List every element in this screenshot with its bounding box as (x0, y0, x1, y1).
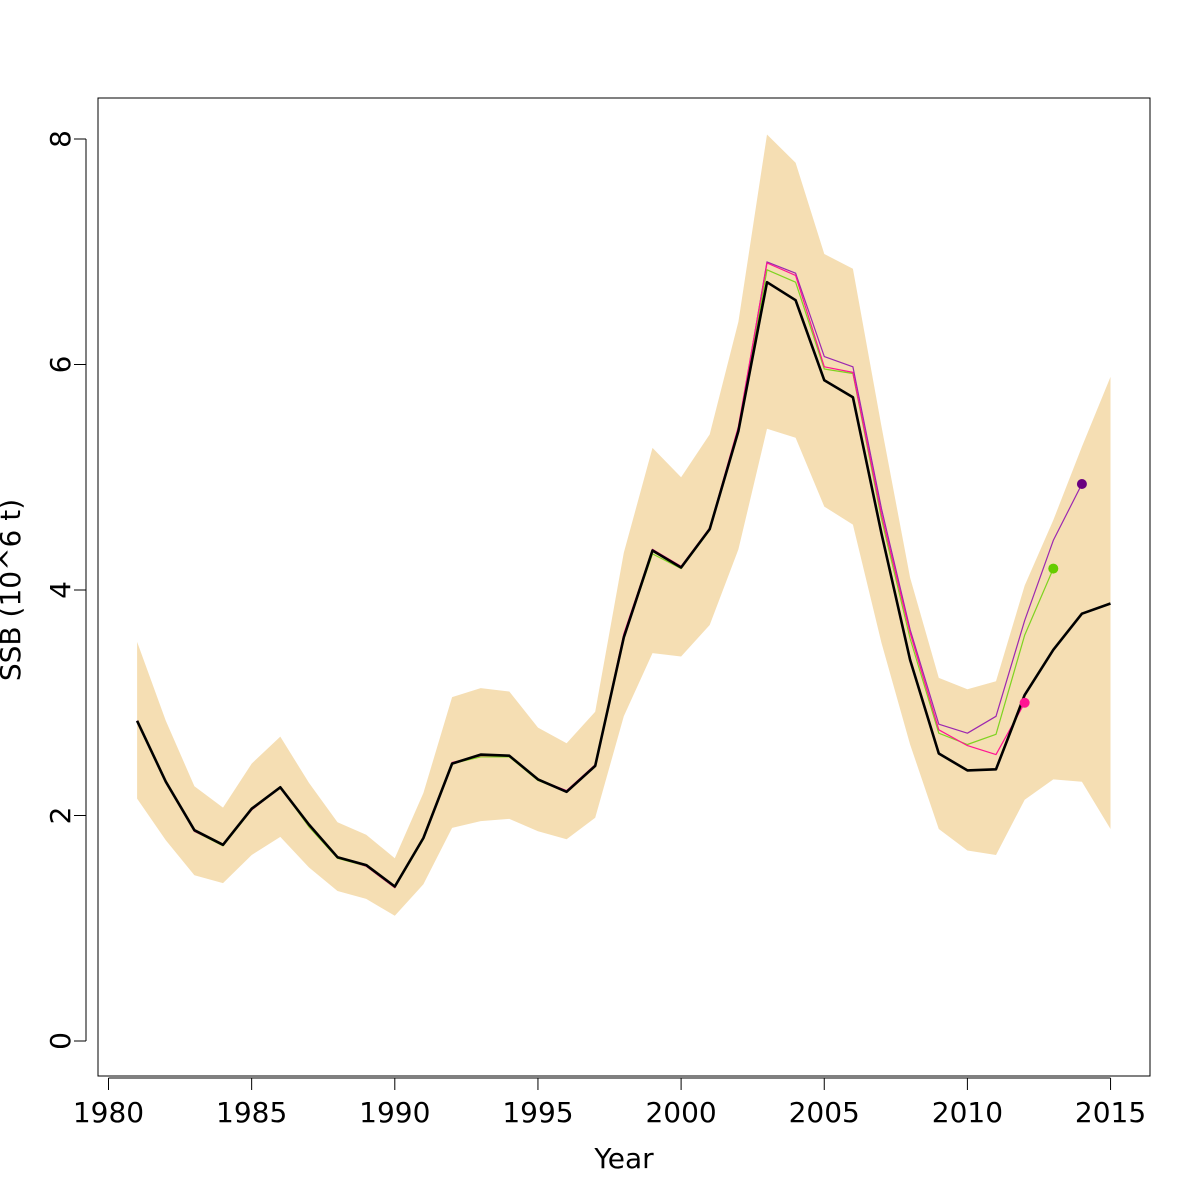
y-tick-label: 8 (44, 130, 77, 148)
y-axis: 0 2 4 6 8 (44, 130, 87, 1050)
x-tick-label: 1995 (502, 1096, 573, 1129)
x-tick-label: 2000 (645, 1096, 716, 1129)
series-line-4 (135, 280, 1111, 888)
series-end-point-3 (1019, 697, 1030, 708)
y-tick-label: 4 (44, 581, 77, 599)
x-tick-label: 1980 (73, 1096, 144, 1129)
confidence-band-layer (137, 134, 1111, 916)
y-tick-label: 2 (44, 807, 77, 825)
y-tick-label: 6 (44, 356, 77, 374)
end-points-layer (1019, 479, 1087, 708)
series-lines-layer (135, 261, 1111, 889)
x-tick-label: 2005 (789, 1096, 860, 1129)
x-tick-label: 1990 (359, 1096, 430, 1129)
y-axis-title: SSB (10^6 t) (0, 499, 27, 681)
x-axis-title: Year (593, 1142, 654, 1175)
series-end-point-2 (1048, 563, 1059, 574)
x-tick-label: 1985 (216, 1096, 287, 1129)
x-tick-label: 2015 (1075, 1096, 1146, 1129)
y-tick-label: 0 (44, 1032, 77, 1050)
x-axis: 1980 1985 1990 1995 2000 2005 2010 2015 (73, 1077, 1146, 1129)
series-end-point-1 (1076, 479, 1087, 490)
plot-frame (97, 97, 1151, 1077)
confidence-band (137, 134, 1111, 916)
x-tick-label: 2010 (932, 1096, 1003, 1129)
